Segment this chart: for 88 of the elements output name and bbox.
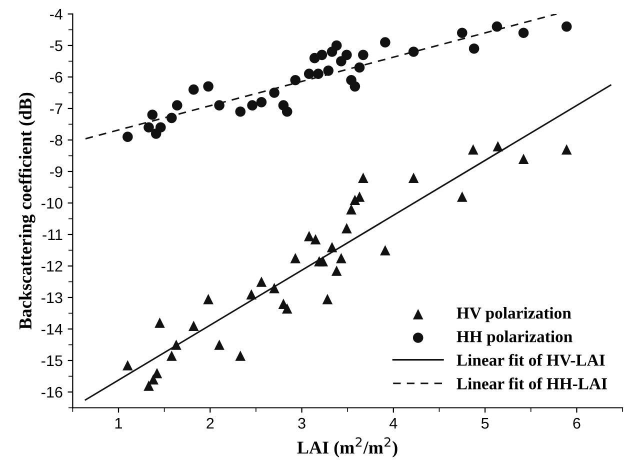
point xyxy=(492,141,504,152)
point xyxy=(235,106,246,117)
y-tick-label: -5 xyxy=(50,40,62,52)
point xyxy=(147,110,158,120)
point xyxy=(518,28,529,38)
point xyxy=(326,242,338,252)
point xyxy=(342,223,352,234)
point xyxy=(316,50,328,60)
x-axis-title: LAI (m$^{2}$/m$^{2}$) xyxy=(297,437,398,458)
y-tick-label: -4 xyxy=(50,9,63,20)
point xyxy=(247,100,258,110)
point xyxy=(350,81,360,92)
point xyxy=(171,340,182,350)
x-tick-label: 4 xyxy=(390,418,398,429)
point xyxy=(380,245,390,256)
point xyxy=(342,50,352,60)
point xyxy=(214,340,224,350)
point xyxy=(290,74,301,86)
point xyxy=(322,294,333,304)
point xyxy=(304,230,314,242)
y-tick-label: -16 xyxy=(42,386,62,398)
point xyxy=(203,294,214,304)
point xyxy=(122,360,133,370)
x-tick-label: 1 xyxy=(115,418,122,429)
point xyxy=(256,276,267,287)
point xyxy=(518,154,529,164)
point xyxy=(154,318,165,328)
x-tick-label: 2 xyxy=(206,418,214,429)
point xyxy=(246,289,257,300)
point xyxy=(203,81,214,92)
point xyxy=(188,320,199,331)
point xyxy=(313,68,324,79)
point xyxy=(166,350,177,361)
point xyxy=(331,40,342,51)
point xyxy=(122,132,133,142)
x-tick-label: 3 xyxy=(298,418,306,429)
point xyxy=(457,28,468,38)
point xyxy=(166,112,177,124)
y-tick-label: -6 xyxy=(50,72,62,83)
y-tick-label: -13 xyxy=(42,292,62,304)
point xyxy=(323,66,334,76)
point xyxy=(156,122,166,133)
point xyxy=(354,62,365,73)
point xyxy=(408,46,419,57)
y-tick-label: -14 xyxy=(42,324,63,335)
legend-label: HH polarization xyxy=(456,330,572,346)
point xyxy=(172,100,182,110)
legend-label: Linear fit of HH-LAI xyxy=(456,377,607,390)
y-tick-label: -7 xyxy=(50,104,62,114)
y-tick-label: -15 xyxy=(42,356,62,366)
point xyxy=(358,172,368,183)
point xyxy=(310,234,321,244)
point xyxy=(561,21,572,32)
point xyxy=(269,282,280,294)
point xyxy=(148,374,158,385)
point xyxy=(468,144,478,155)
point xyxy=(492,21,502,32)
point xyxy=(358,50,368,60)
point xyxy=(346,204,356,214)
point xyxy=(235,350,246,361)
y-tick-label: -12 xyxy=(42,260,62,272)
point xyxy=(188,84,199,95)
y-tick-label: -10 xyxy=(42,198,62,209)
point xyxy=(380,37,390,48)
x-tick-label: 6 xyxy=(573,418,580,429)
y-tick-label: -9 xyxy=(50,166,62,178)
point xyxy=(318,256,328,266)
x-tick-label: 5 xyxy=(481,418,489,429)
y-axis-title: Backscattering coefficient (dB) xyxy=(18,92,36,330)
point xyxy=(408,172,419,183)
point xyxy=(290,252,301,264)
point xyxy=(304,68,314,79)
legend-label: Linear fit of HV-LAI xyxy=(456,354,605,366)
point xyxy=(144,380,154,391)
point xyxy=(331,266,342,276)
legend-label: HV polarization xyxy=(456,306,572,322)
point xyxy=(336,252,346,264)
point xyxy=(282,303,292,314)
y-tick-label: -11 xyxy=(42,230,62,240)
point xyxy=(256,97,267,108)
point xyxy=(282,106,292,117)
point xyxy=(561,144,572,155)
point xyxy=(144,122,154,133)
point xyxy=(457,192,468,202)
point xyxy=(468,43,480,54)
point xyxy=(269,88,280,98)
y-tick-label: -8 xyxy=(50,134,62,146)
point xyxy=(214,100,224,110)
